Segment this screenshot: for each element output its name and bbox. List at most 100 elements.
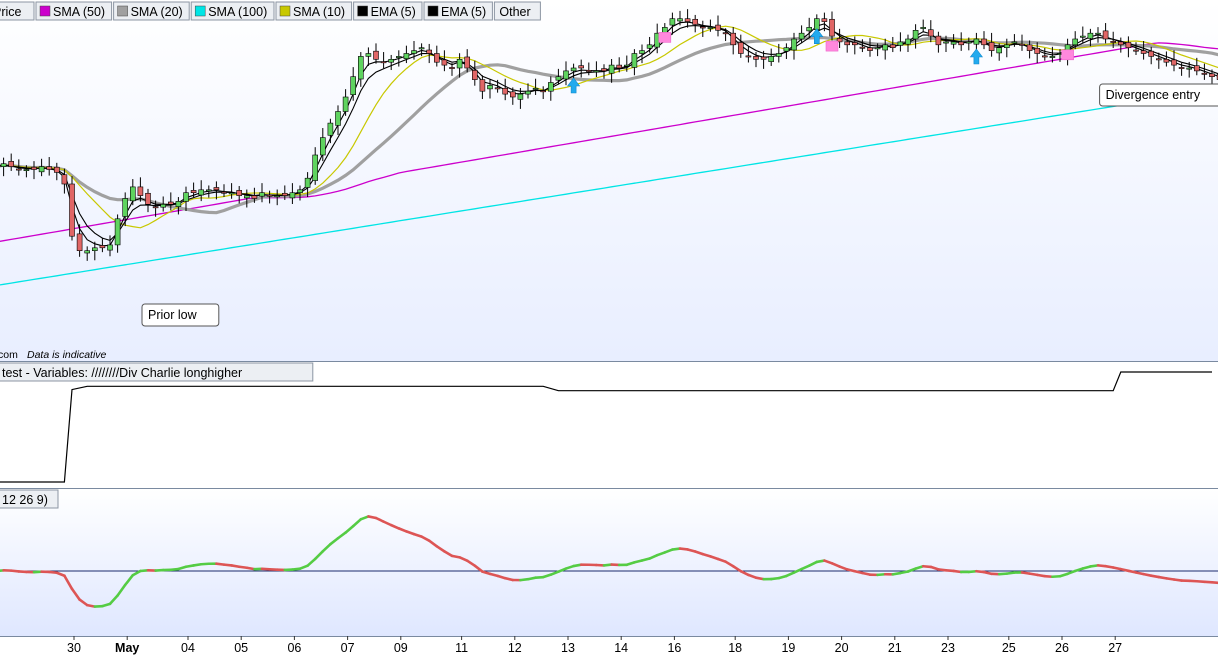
candle-up: [646, 44, 653, 49]
x-tick-label: May: [115, 641, 139, 655]
candle-down: [15, 168, 22, 171]
legend-label: Price: [0, 5, 22, 19]
macd-segment: [823, 559, 834, 565]
macd-segment: [329, 536, 340, 546]
price-pane: [0, 0, 1218, 361]
candle-down: [494, 87, 501, 90]
macd-segment: [359, 515, 370, 521]
candle-down: [31, 166, 37, 170]
candle-up: [175, 201, 182, 207]
macd-segment: [838, 565, 849, 571]
x-tick-label: 05: [234, 641, 248, 655]
annotation-box: [1099, 83, 1218, 107]
legend-item[interactable]: [275, 1, 353, 21]
macd-segment: [336, 531, 347, 540]
candle-up: [297, 189, 303, 194]
candle-up: [289, 192, 296, 199]
candle-up: [456, 58, 463, 69]
macd-segment: [693, 550, 705, 556]
legend-item[interactable]: [35, 1, 113, 21]
candle-down: [1156, 58, 1162, 61]
x-tick-label: 09: [394, 641, 408, 655]
candle-down: [509, 91, 516, 98]
candle-down: [168, 201, 174, 205]
candle-up: [813, 18, 820, 31]
macd-segment: [1058, 572, 1069, 578]
candle-down: [1163, 58, 1170, 63]
macd-segment: [488, 572, 499, 578]
macd-panel-title: 12 26 9): [2, 493, 48, 507]
candle-up: [365, 53, 372, 57]
candle-up: [198, 189, 204, 196]
candle-down: [1171, 59, 1177, 66]
candle-down: [1201, 72, 1208, 75]
macd-segment: [496, 574, 507, 580]
macd-segment: [397, 527, 408, 533]
legend-item[interactable]: [113, 1, 190, 21]
legend-item[interactable]: [493, 1, 541, 21]
candle-up: [38, 166, 45, 173]
x-tick-label: 13: [561, 641, 575, 655]
macd-segment: [435, 545, 446, 553]
x-tick-label: 14: [614, 641, 628, 655]
candle-down: [99, 245, 106, 249]
candle-down: [433, 53, 440, 63]
candle-up: [965, 41, 972, 44]
candle-down: [1110, 41, 1116, 43]
macd-segment: [792, 567, 803, 574]
candle-up: [1080, 35, 1086, 38]
macd-segment: [465, 559, 477, 568]
macd-segment: [78, 598, 89, 607]
candle-up: [23, 169, 30, 172]
x-tick-label: 04: [181, 641, 195, 655]
macd-segment: [473, 564, 484, 573]
legend-label: SMA (50): [53, 5, 105, 19]
candle-up: [593, 70, 600, 73]
candle-up: [798, 32, 805, 40]
candle-up: [395, 56, 402, 58]
macd-segment: [298, 564, 309, 570]
macd-segment: [382, 520, 393, 527]
x-tick-label: 25: [1002, 641, 1016, 655]
candle-up: [304, 177, 311, 188]
x-tick-label: 12: [508, 641, 522, 655]
macd-segment: [389, 523, 401, 530]
candle-up: [403, 53, 410, 60]
candle-down: [1194, 65, 1200, 72]
candle-down: [715, 24, 721, 31]
legend-swatch: [279, 5, 291, 17]
legend-item[interactable]: [353, 1, 423, 21]
candle-down: [61, 174, 68, 185]
x-tick-label: 06: [287, 641, 301, 655]
macd-segment: [1066, 569, 1077, 576]
candle-down: [1019, 43, 1025, 46]
macd-segment: [321, 542, 332, 553]
macd-segment: [405, 530, 416, 536]
macd-segment: [800, 564, 811, 571]
candle-down: [1034, 47, 1040, 54]
legend-item[interactable]: [190, 1, 275, 21]
candle-up: [244, 195, 250, 199]
legend-item[interactable]: [0, 1, 35, 21]
candle-up: [388, 58, 395, 63]
macd-segment: [731, 564, 743, 573]
candles: [0, 9, 1218, 261]
candle-up: [532, 88, 539, 90]
legend-item[interactable]: [423, 1, 493, 21]
candle-up: [525, 90, 531, 95]
macd-segment: [716, 557, 727, 563]
macd-segment: [344, 524, 355, 534]
signal-arrow-icon: [810, 28, 824, 44]
test-pane: [0, 362, 1218, 488]
candle-up: [547, 82, 554, 92]
candle-up: [228, 192, 235, 195]
annotation-label: Prior low: [148, 308, 198, 322]
candle-down: [1102, 30, 1109, 40]
candle-down: [1178, 67, 1185, 69]
candle-up: [882, 44, 889, 51]
candle-down: [585, 70, 592, 72]
annotation-label: Divergence entry: [1106, 88, 1201, 102]
candle-down: [373, 50, 379, 60]
candle-up: [768, 56, 775, 62]
macd-segment: [412, 532, 423, 538]
